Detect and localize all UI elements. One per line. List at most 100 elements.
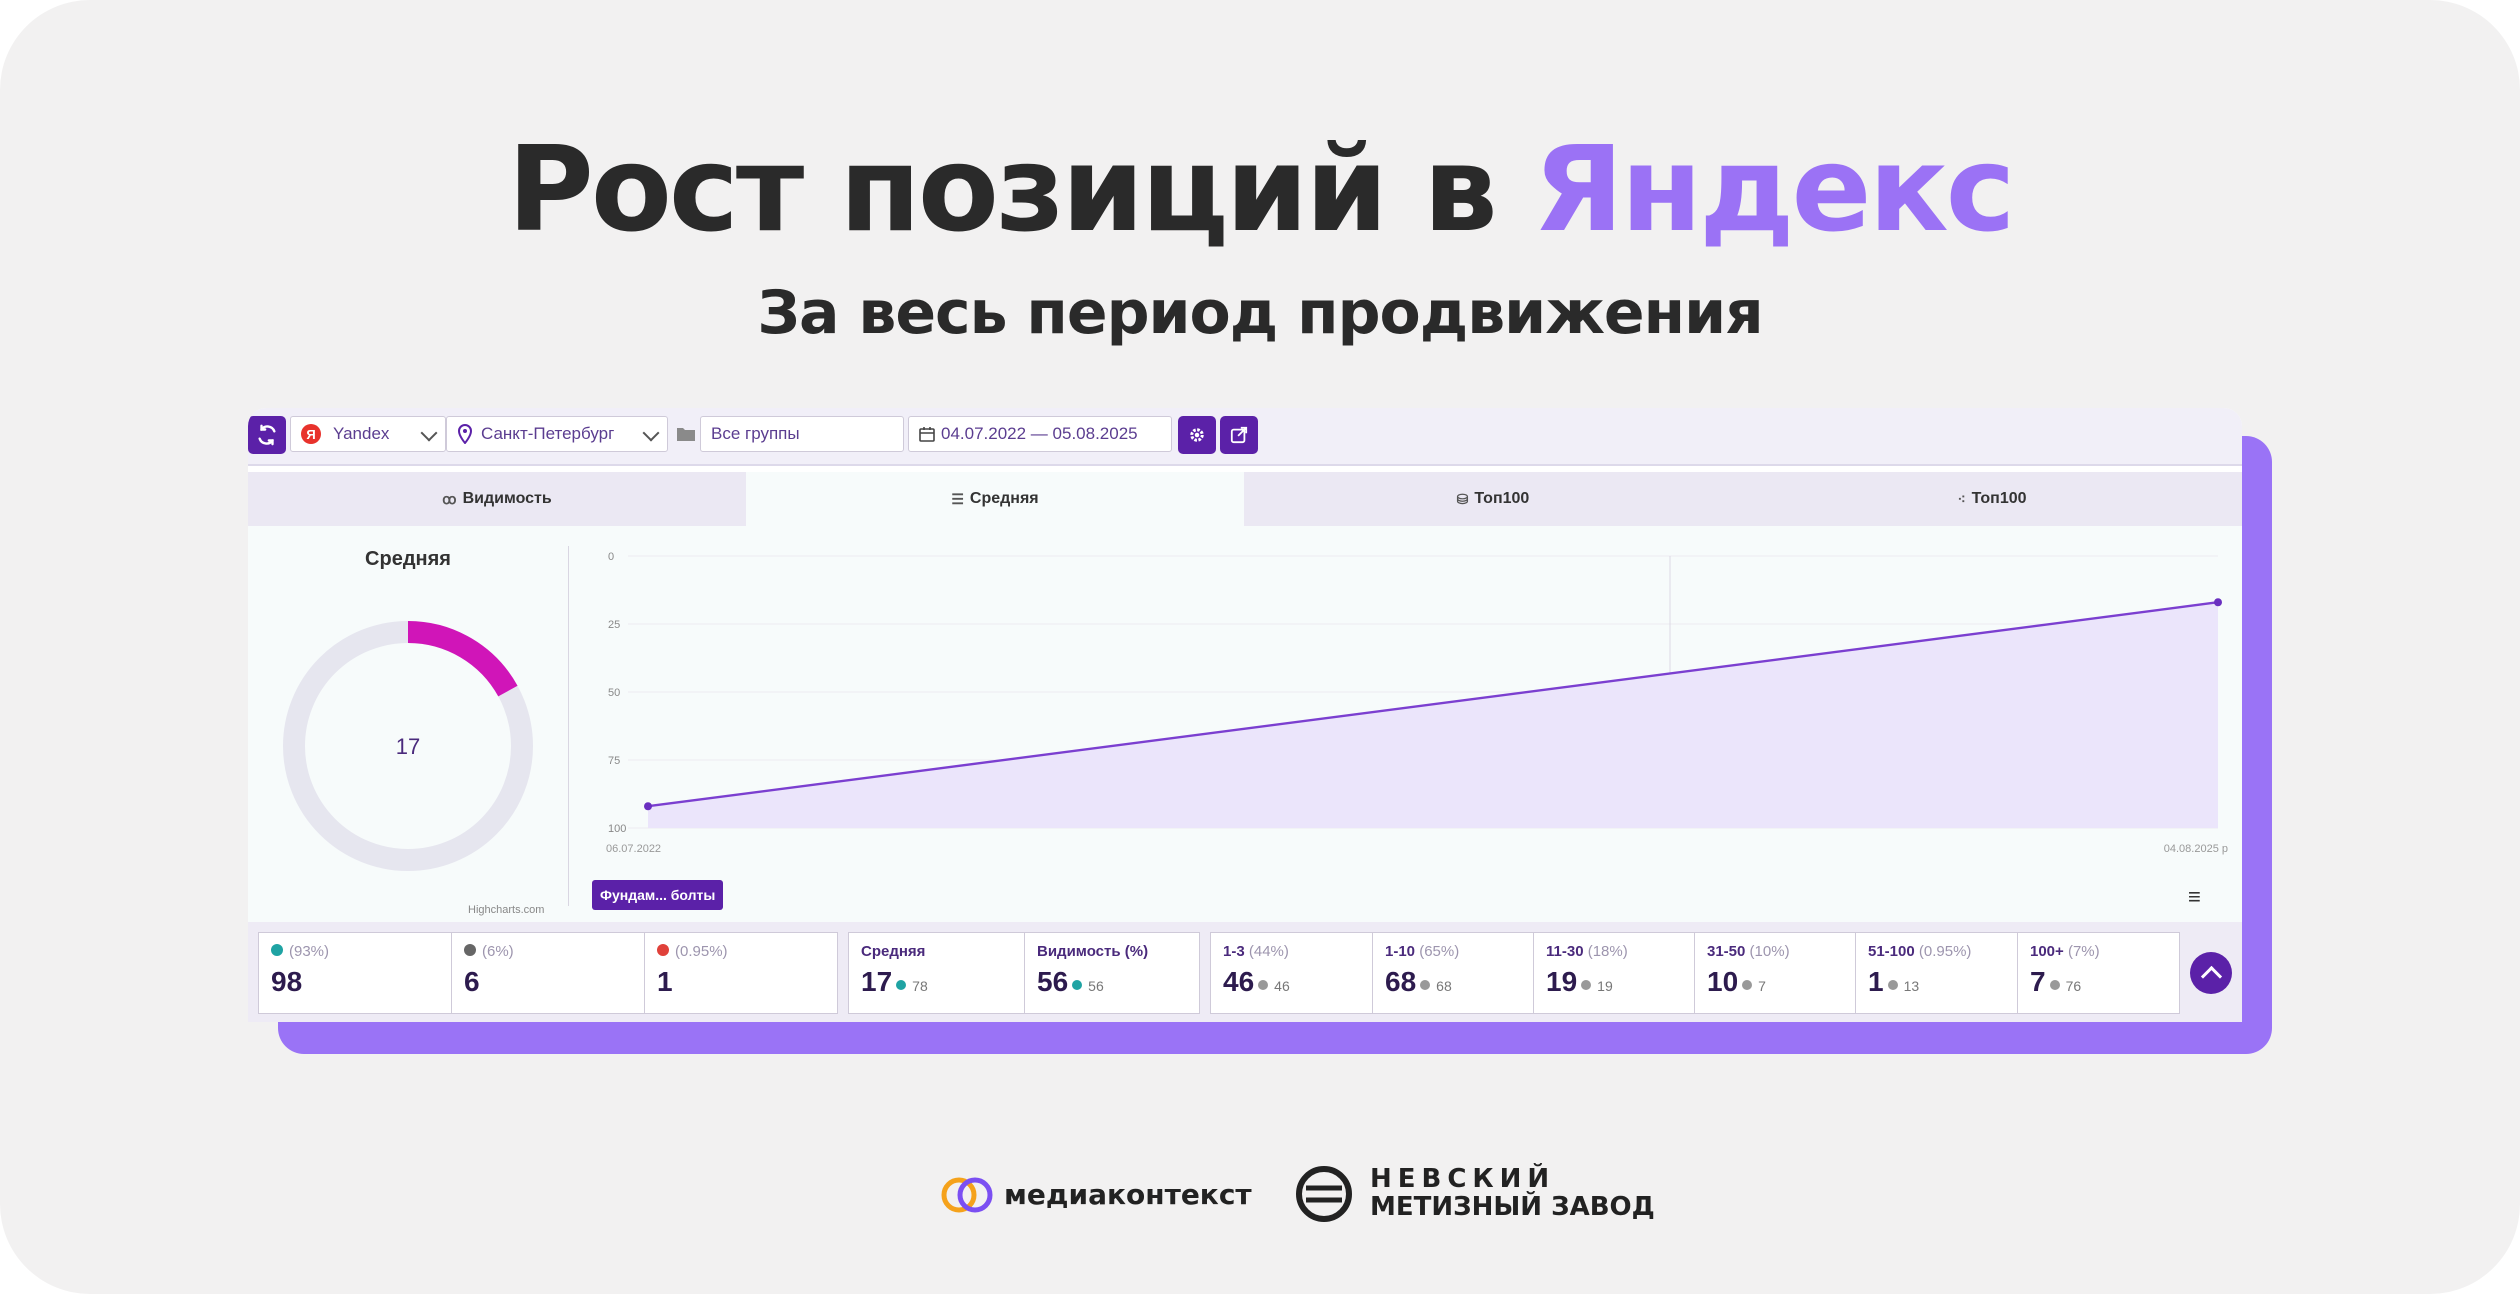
search-engine-value: Yandex <box>333 424 390 443</box>
group-select[interactable]: Все группы <box>700 416 904 452</box>
stat-worsened[interactable]: (0.95%) 1 <box>645 933 838 1013</box>
minus-circle-icon <box>464 944 476 957</box>
region-select[interactable]: Санкт-Петербург <box>446 416 668 452</box>
up-circle-icon <box>1072 980 1083 991</box>
settings-button[interactable] <box>1178 416 1216 454</box>
title-accent: Яндекс <box>1532 120 2016 258</box>
search-engine-select[interactable]: Я Yandex <box>290 416 446 452</box>
database-icon: ⛁ <box>1456 490 1469 507</box>
stat-value: 56 <box>1037 966 1069 997</box>
refresh-button[interactable] <box>248 416 286 454</box>
tab-top100[interactable]: ⛁ Топ100 <box>1244 472 1742 526</box>
stats-bar: (93%) 98 (6%) 6 (0.95%) 1 Средняя 17 78 В… <box>248 922 2242 1022</box>
chevron-down-icon <box>642 424 660 442</box>
stat-label: 11-30 <box>1546 943 1584 960</box>
stat-label: 31-50 <box>1707 943 1746 960</box>
stat-range-1-10[interactable]: 1-10 (65%) 68 68 <box>1373 933 1534 1013</box>
stat-pct: (10%) <box>1749 943 1790 960</box>
stat-sub: 78 <box>912 978 928 994</box>
folder-icon <box>677 428 695 441</box>
tab-label: Топ100 <box>1971 490 2027 507</box>
keyword-group-label: Фундам... болты <box>600 887 716 903</box>
location-pin-icon <box>457 424 473 444</box>
stat-pct: (0.95%) <box>675 943 728 960</box>
plus-circle-icon <box>271 944 283 957</box>
up-circle-icon <box>2049 980 2060 991</box>
menu-icon[interactable]: ≡ <box>2188 884 2201 909</box>
y-tick-label: 50 <box>608 687 620 699</box>
stat-label: 51-100 <box>1868 943 1915 960</box>
donut-arc <box>407 621 518 697</box>
stat-value: 1 <box>657 966 673 997</box>
chevron-down-icon <box>420 424 438 442</box>
average-position-line-chart: 0 25 50 75 100 06.07.2022 04.08.2025 р <box>606 551 2228 855</box>
footer-logos: медиаконтекст НЕВСКИЙ МЕТИЗНЫЙ ЗАВОД <box>0 1160 2520 1230</box>
series-line <box>647 601 2219 808</box>
chart-credits: Highcharts.com <box>468 904 545 916</box>
keyword-group-tag[interactable]: Фундам... болты <box>592 880 724 910</box>
area-fill <box>648 602 2218 828</box>
scroll-up-button[interactable] <box>2190 952 2232 994</box>
up-circle-icon <box>896 980 907 991</box>
yandex-logo-icon: Я <box>301 424 321 444</box>
stat-sub: 76 <box>2065 978 2082 994</box>
position-range-stats-group: 1-3 (44%) 46 46 1-10 (65%) 68 68 11-30 (18… <box>1210 932 2180 1014</box>
y-tick-label: 25 <box>608 619 620 631</box>
date-range-field[interactable]: 04.07.2022 — 05.08.2025 <box>908 416 1172 452</box>
stat-value: 10 <box>1707 966 1739 997</box>
tab-label: Видимость <box>462 490 552 507</box>
scatter-icon: ⁖ <box>1957 490 1966 507</box>
nevsky-logo-line1: НЕВСКИЙ <box>1370 1164 1556 1194</box>
stat-pct: (44%) <box>1248 943 1289 960</box>
stat-sub: 46 <box>1274 978 1290 994</box>
group-value: Все группы <box>711 424 800 443</box>
y-tick-label: 100 <box>608 823 626 835</box>
stat-range-51-100[interactable]: 51-100 (0.95%) 1 13 <box>1856 933 2018 1013</box>
stat-average[interactable]: Средняя 17 78 <box>849 933 1025 1013</box>
stat-value: 17 <box>861 966 893 997</box>
stat-improved[interactable]: (93%) 98 <box>259 933 452 1013</box>
stat-sub: 19 <box>1597 978 1613 994</box>
stat-pct: (6%) <box>482 943 514 960</box>
stat-range-100-plus[interactable]: 100+ (7%) 7 76 <box>2018 933 2179 1013</box>
stat-label: Средняя <box>861 943 926 960</box>
stat-range-1-3[interactable]: 1-3 (44%) 46 46 <box>1211 933 1373 1013</box>
page-subtitle: За весь период продвижения <box>757 278 1763 348</box>
stat-pct: (0.95%) <box>1918 943 1972 960</box>
export-button[interactable] <box>1220 416 1258 454</box>
tab-bar: ꝏ Видимость ☰ Средняя ⛁ Топ100 ⁖ Топ100 <box>248 472 2242 526</box>
change-stats-group: (93%) 98 (6%) 6 (0.95%) 1 <box>258 932 838 1014</box>
stat-unchanged[interactable]: (6%) 6 <box>452 933 645 1013</box>
stat-sub: 13 <box>1903 978 1920 994</box>
x-tick-label: 06.07.2022 <box>606 843 661 855</box>
toolbar: Я Yandex Санкт-Петербург Все группы 04.0… <box>248 408 2242 466</box>
stat-range-11-30[interactable]: 11-30 (18%) 19 19 <box>1534 933 1695 1013</box>
stat-visibility[interactable]: Видимость (%) 56 56 <box>1025 933 1200 1013</box>
donut-value: 17 <box>396 734 420 759</box>
region-value: Санкт-Петербург <box>481 424 615 443</box>
stat-value: 7 <box>2030 966 2046 997</box>
screenshot-panel: Я Yandex Санкт-Петербург Все группы 04.0… <box>248 408 2242 1022</box>
stat-sub: 56 <box>1088 978 1104 994</box>
stat-value: 6 <box>464 966 480 997</box>
tab-label: Топ100 <box>1474 490 1530 507</box>
stat-value: 1 <box>1868 966 1884 997</box>
stat-range-31-50[interactable]: 31-50 (10%) 10 7 <box>1695 933 1856 1013</box>
tab-visibility[interactable]: ꝏ Видимость <box>248 472 746 526</box>
date-range-value: 04.07.2022 — 05.08.2025 <box>941 424 1138 443</box>
stat-label: 1-3 <box>1223 943 1245 960</box>
stat-label: Видимость (%) <box>1037 943 1149 960</box>
stat-value: 68 <box>1385 966 1417 997</box>
title-text: Рост позиций в <box>507 120 1533 258</box>
nevsky-logo-line2: МЕТИЗНЫЙ ЗАВОД <box>1370 1192 1655 1222</box>
tab-top100-scatter[interactable]: ⁖ Топ100 <box>1742 472 2242 526</box>
tab-label: Средняя <box>969 490 1039 507</box>
average-stats-group: Средняя 17 78 Видимость (%) 56 56 <box>848 932 1200 1014</box>
up-circle-icon <box>1742 980 1753 991</box>
refresh-icon <box>258 424 276 446</box>
mediacontext-logo-text: медиаконтекст <box>1004 1178 1252 1211</box>
tab-average[interactable]: ☰ Средняя <box>746 472 1244 526</box>
list-icon: ☰ <box>951 490 964 507</box>
stat-label: 100+ <box>2030 943 2064 960</box>
up-circle-icon <box>1420 980 1431 991</box>
